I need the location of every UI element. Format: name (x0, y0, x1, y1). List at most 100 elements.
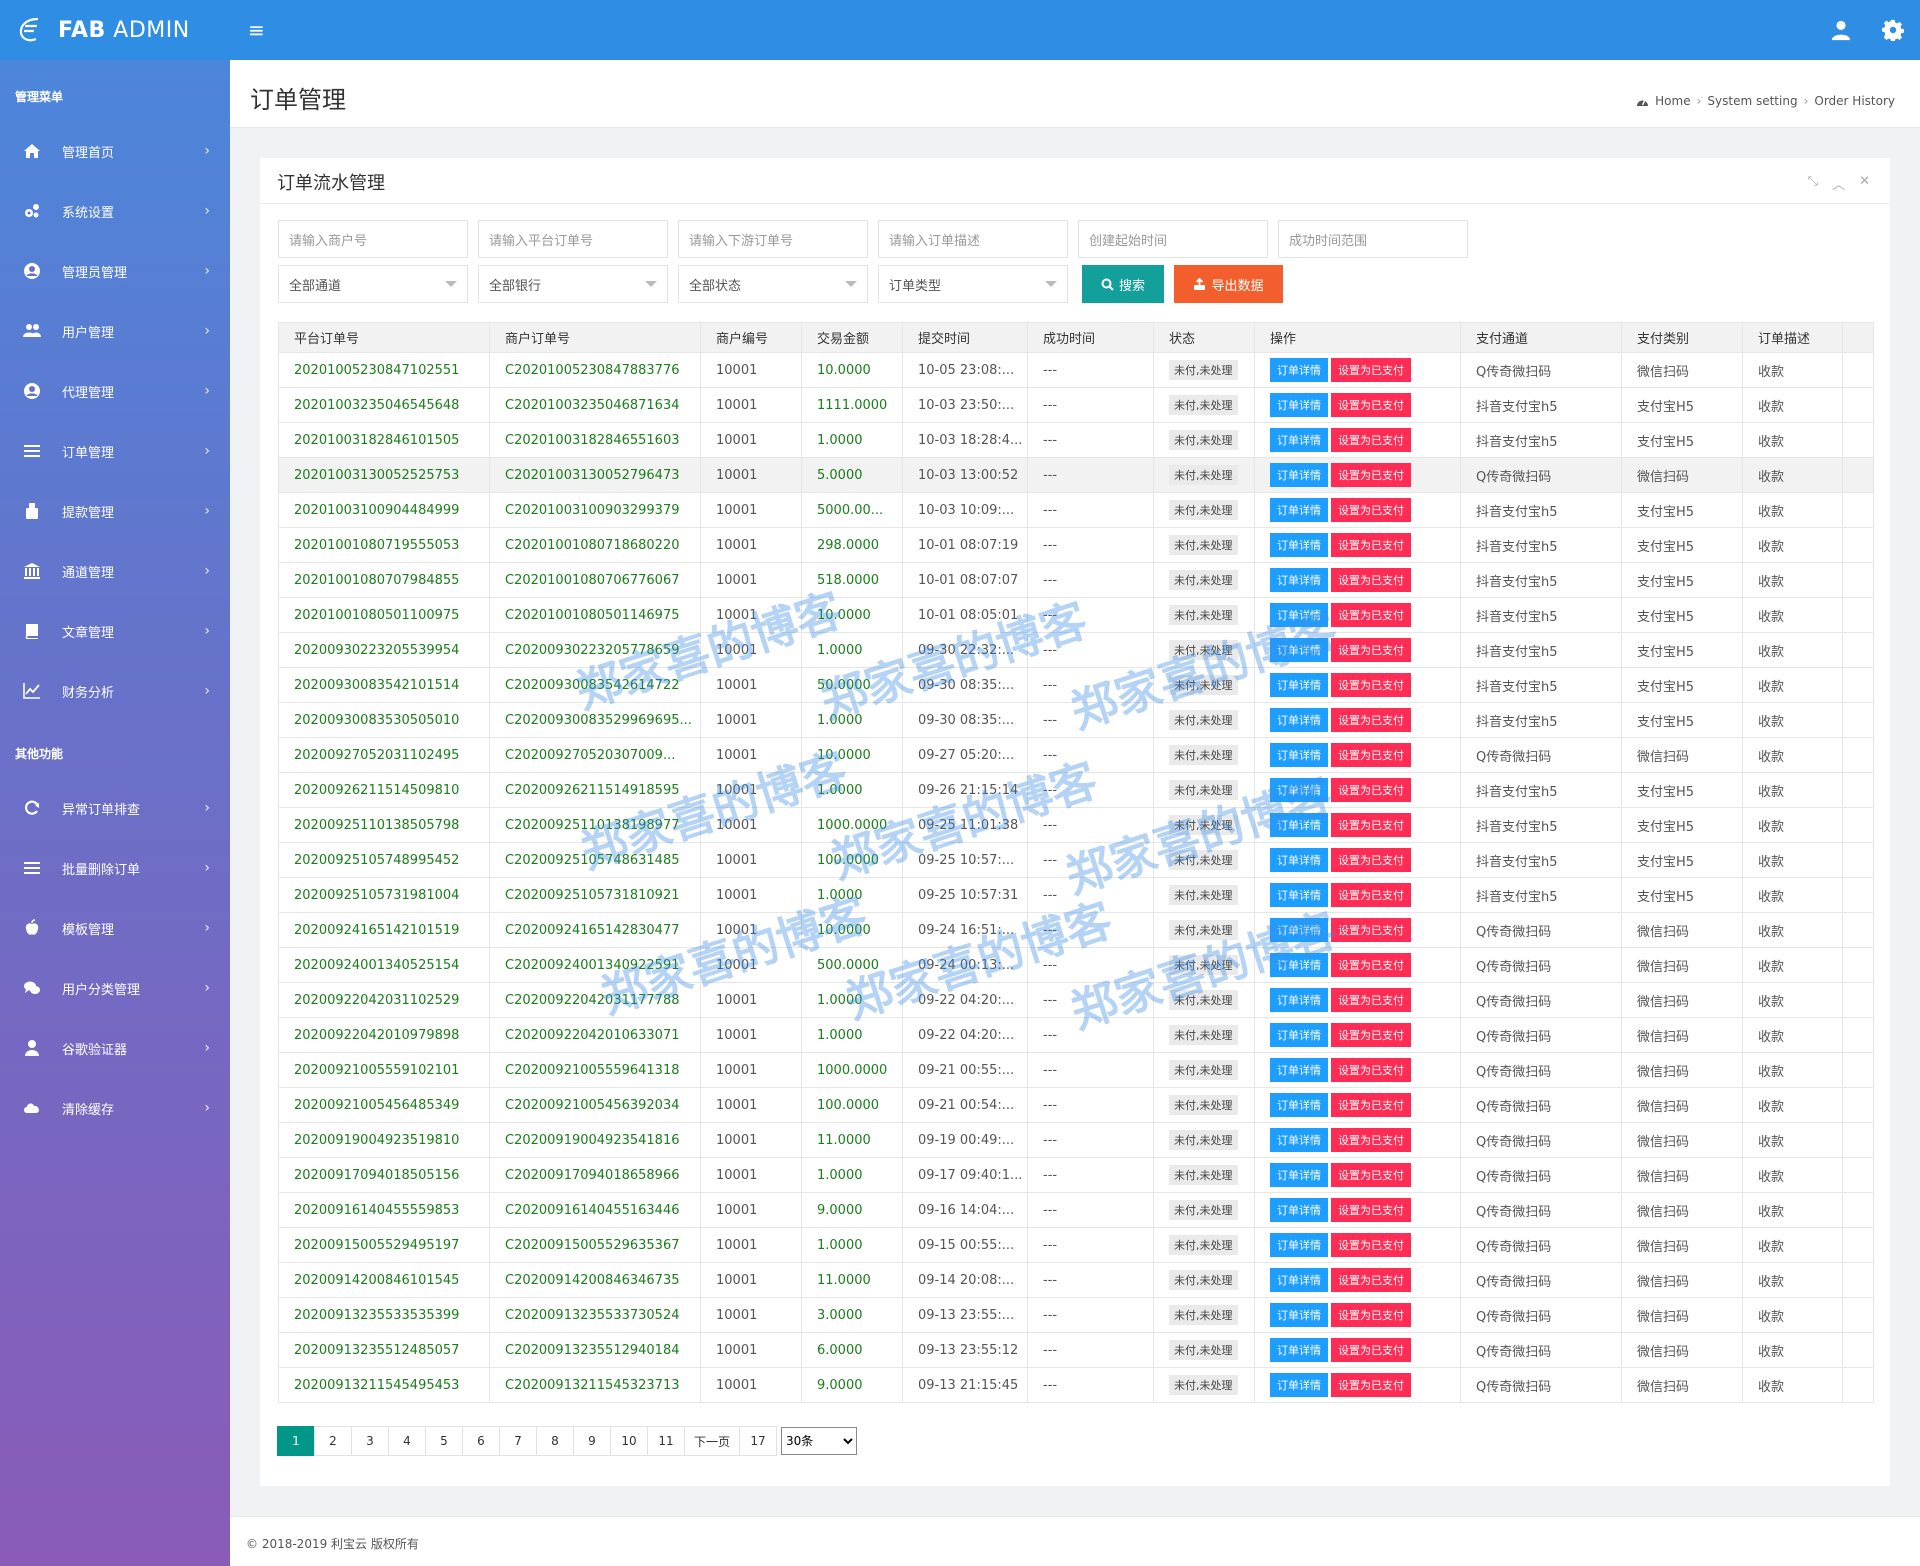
downstream-order-input[interactable]: 请输入下游订单号 (678, 220, 868, 258)
order-detail-button[interactable]: 订单详情 (1270, 393, 1328, 417)
order-detail-button[interactable]: 订单详情 (1270, 918, 1328, 942)
set-paid-button[interactable]: 设置为已支付 (1331, 918, 1411, 942)
set-paid-button[interactable]: 设置为已支付 (1331, 1233, 1411, 1257)
set-paid-button[interactable]: 设置为已支付 (1331, 848, 1411, 872)
page-link[interactable]: 9 (573, 1426, 611, 1456)
sidebar-item[interactable]: 财务分析 › (0, 661, 230, 721)
status-select[interactable]: 全部状态 (678, 265, 868, 303)
order-detail-button[interactable]: 订单详情 (1270, 533, 1328, 557)
sidebar-item[interactable]: 管理员管理 › (0, 241, 230, 301)
set-paid-button[interactable]: 设置为已支付 (1331, 1058, 1411, 1082)
sidebar-item[interactable]: 代理管理 › (0, 361, 230, 421)
set-paid-button[interactable]: 设置为已支付 (1331, 1023, 1411, 1047)
sidebar-item[interactable]: 异常订单排查 › (0, 778, 230, 838)
page-link[interactable]: 11 (647, 1426, 685, 1456)
set-paid-button[interactable]: 设置为已支付 (1331, 463, 1411, 487)
order-detail-button[interactable]: 订单详情 (1270, 603, 1328, 627)
set-paid-button[interactable]: 设置为已支付 (1331, 1373, 1411, 1397)
order-detail-button[interactable]: 订单详情 (1270, 953, 1328, 977)
set-paid-button[interactable]: 设置为已支付 (1331, 988, 1411, 1012)
menu-toggle-icon[interactable]: ≡ (248, 18, 265, 42)
order-type-select[interactable]: 订单类型 (878, 265, 1068, 303)
sidebar-item[interactable]: 谷歌验证器 › (0, 1018, 230, 1078)
set-paid-button[interactable]: 设置为已支付 (1331, 1338, 1411, 1362)
set-paid-button[interactable]: 设置为已支付 (1331, 778, 1411, 802)
user-icon[interactable] (1830, 19, 1852, 41)
set-paid-button[interactable]: 设置为已支付 (1331, 743, 1411, 767)
sidebar-item[interactable]: 批量删除订单 › (0, 838, 230, 898)
order-detail-button[interactable]: 订单详情 (1270, 1303, 1328, 1327)
page-link[interactable]: 10 (610, 1426, 648, 1456)
order-detail-button[interactable]: 订单详情 (1270, 1373, 1328, 1397)
set-paid-button[interactable]: 设置为已支付 (1331, 1128, 1411, 1152)
set-paid-button[interactable]: 设置为已支付 (1331, 1268, 1411, 1292)
order-detail-button[interactable]: 订单详情 (1270, 673, 1328, 697)
set-paid-button[interactable]: 设置为已支付 (1331, 568, 1411, 592)
sidebar-item[interactable]: 用户分类管理 › (0, 958, 230, 1018)
set-paid-button[interactable]: 设置为已支付 (1331, 813, 1411, 837)
page-link[interactable]: 2 (314, 1426, 352, 1456)
set-paid-button[interactable]: 设置为已支付 (1331, 603, 1411, 627)
gear-icon[interactable] (1882, 19, 1904, 41)
breadcrumb-home[interactable]: Home (1655, 94, 1691, 108)
page-link[interactable]: 6 (462, 1426, 500, 1456)
set-paid-button[interactable]: 设置为已支付 (1331, 393, 1411, 417)
channel-select[interactable]: 全部通道 (278, 265, 468, 303)
sidebar-item[interactable]: 清除缓存 › (0, 1078, 230, 1138)
page-link[interactable]: 8 (536, 1426, 574, 1456)
order-detail-button[interactable]: 订单详情 (1270, 428, 1328, 452)
set-paid-button[interactable]: 设置为已支付 (1331, 533, 1411, 557)
set-paid-button[interactable]: 设置为已支付 (1331, 883, 1411, 907)
close-icon[interactable]: ✕ (1859, 174, 1870, 189)
set-paid-button[interactable]: 设置为已支付 (1331, 1303, 1411, 1327)
order-detail-button[interactable]: 订单详情 (1270, 883, 1328, 907)
page-size-select[interactable]: 30条 (781, 1427, 857, 1455)
order-detail-button[interactable]: 订单详情 (1270, 638, 1328, 662)
order-detail-button[interactable]: 订单详情 (1270, 568, 1328, 592)
expand-icon[interactable]: ⤡ (1807, 174, 1819, 189)
order-detail-button[interactable]: 订单详情 (1270, 498, 1328, 522)
order-detail-button[interactable]: 订单详情 (1270, 1163, 1328, 1187)
order-detail-button[interactable]: 订单详情 (1270, 1058, 1328, 1082)
order-detail-button[interactable]: 订单详情 (1270, 1268, 1328, 1292)
order-detail-button[interactable]: 订单详情 (1270, 743, 1328, 767)
order-detail-button[interactable]: 订单详情 (1270, 1128, 1328, 1152)
order-detail-button[interactable]: 订单详情 (1270, 1093, 1328, 1117)
sidebar-item[interactable]: 订单管理 › (0, 421, 230, 481)
page-link[interactable]: 3 (351, 1426, 389, 1456)
create-time-input[interactable]: 创建起始时间 (1078, 220, 1268, 258)
brand[interactable]: FAB ADMIN (0, 0, 230, 60)
platform-order-input[interactable]: 请输入平台订单号 (478, 220, 668, 258)
order-detail-button[interactable]: 订单详情 (1270, 1198, 1328, 1222)
search-button[interactable]: 搜索 (1082, 265, 1164, 303)
set-paid-button[interactable]: 设置为已支付 (1331, 428, 1411, 452)
page-link[interactable]: 1 (277, 1426, 315, 1456)
order-detail-button[interactable]: 订单详情 (1270, 1023, 1328, 1047)
set-paid-button[interactable]: 设置为已支付 (1331, 638, 1411, 662)
sidebar-item[interactable]: 文章管理 › (0, 601, 230, 661)
breadcrumb-system-setting[interactable]: System setting (1707, 94, 1798, 108)
order-detail-button[interactable]: 订单详情 (1270, 848, 1328, 872)
set-paid-button[interactable]: 设置为已支付 (1331, 498, 1411, 522)
order-detail-button[interactable]: 订单详情 (1270, 708, 1328, 732)
sidebar-item[interactable]: 通道管理 › (0, 541, 230, 601)
page-link[interactable]: 7 (499, 1426, 537, 1456)
collapse-icon[interactable]: ︿ (1832, 178, 1846, 193)
set-paid-button[interactable]: 设置为已支付 (1331, 358, 1411, 382)
sidebar-item[interactable]: 提款管理 › (0, 481, 230, 541)
order-detail-button[interactable]: 订单详情 (1270, 358, 1328, 382)
sidebar-item[interactable]: 系统设置 › (0, 181, 230, 241)
sidebar-item[interactable]: 用户管理 › (0, 301, 230, 361)
set-paid-button[interactable]: 设置为已支付 (1331, 708, 1411, 732)
sidebar-item[interactable]: 管理首页 › (0, 121, 230, 181)
set-paid-button[interactable]: 设置为已支付 (1331, 1163, 1411, 1187)
next-page-button[interactable]: 下一页 (684, 1426, 740, 1456)
sidebar-item[interactable]: 模板管理 › (0, 898, 230, 958)
page-link[interactable]: 5 (425, 1426, 463, 1456)
order-detail-button[interactable]: 订单详情 (1270, 813, 1328, 837)
export-button[interactable]: 导出数据 (1174, 265, 1283, 303)
order-detail-button[interactable]: 订单详情 (1270, 778, 1328, 802)
merchant-id-input[interactable]: 请输入商户号 (278, 220, 468, 258)
set-paid-button[interactable]: 设置为已支付 (1331, 673, 1411, 697)
page-link[interactable]: 4 (388, 1426, 426, 1456)
